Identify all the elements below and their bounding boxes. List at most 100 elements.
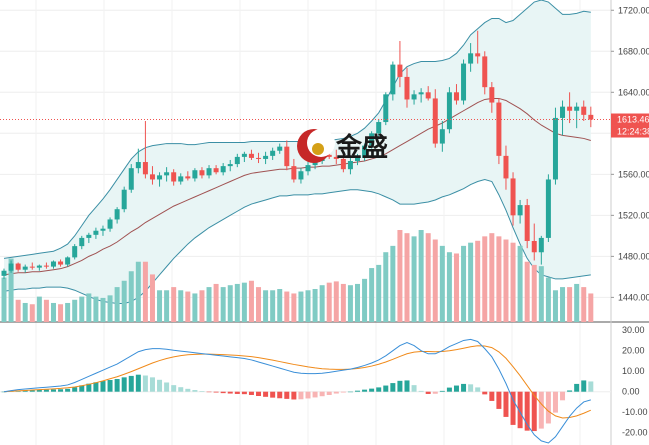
macd-histogram-bar — [333, 391, 339, 394]
candle-body — [397, 64, 403, 77]
candle-body — [510, 178, 516, 216]
time-tag-box — [611, 125, 649, 138]
macd-histogram-bar — [178, 387, 184, 392]
macd-histogram-bar — [560, 391, 566, 401]
volume-bar — [185, 291, 191, 322]
volume-bar — [376, 264, 382, 322]
macd-histogram-bar — [142, 375, 148, 392]
volume-bar — [362, 278, 368, 322]
macd-histogram-bar — [58, 389, 64, 392]
volume-bar — [270, 290, 276, 322]
macd-histogram-bar — [355, 390, 360, 392]
candle-body — [178, 176, 184, 182]
candle-body — [43, 265, 49, 267]
macd-tick-label: 30.00 — [622, 325, 645, 335]
volume-bar — [369, 268, 375, 322]
candle-body — [107, 219, 113, 229]
volume-bar — [256, 287, 262, 322]
volume-bar — [425, 233, 431, 322]
volume-bar — [517, 245, 523, 322]
volume-bar — [581, 287, 587, 322]
price-axis: 1720.001680.001640.001600.001560.001520.… — [611, 5, 649, 438]
candle-body — [489, 87, 495, 103]
candle-body — [164, 172, 170, 176]
volume-bars — [1, 230, 594, 322]
volume-bar — [248, 280, 254, 322]
candle-body — [270, 150, 276, 156]
candle-body — [567, 106, 573, 111]
volume-bar — [340, 283, 346, 322]
volume-bar — [319, 285, 325, 322]
macd-histogram-bar — [227, 391, 233, 394]
candle-body — [404, 76, 410, 100]
volume-bar — [545, 277, 551, 322]
candle-body — [248, 153, 254, 158]
macd-histogram-bar — [121, 377, 127, 392]
macd-histogram-bar — [149, 377, 155, 392]
macd-histogram-bar — [284, 391, 290, 399]
candle-body — [234, 156, 240, 165]
macd-histogram-bar — [439, 390, 445, 392]
macd-histogram-bar — [234, 391, 240, 394]
macd-tick-label: 20.00 — [622, 346, 645, 356]
macd-histogram-bar — [475, 387, 481, 392]
macd-histogram-bar — [86, 383, 92, 392]
macd-histogram-bar — [114, 378, 120, 392]
macd-histogram-bar — [241, 391, 247, 395]
volume-bar — [178, 290, 184, 322]
macd-histogram-bar — [256, 391, 262, 397]
candle-body — [531, 240, 537, 253]
volume-bar — [333, 281, 339, 322]
volume-bar — [72, 299, 78, 322]
volume-bar — [468, 242, 474, 322]
candle-body — [50, 261, 56, 267]
candle-body — [411, 94, 417, 100]
candle-body — [284, 146, 290, 167]
volume-bar — [461, 245, 467, 322]
candle-body — [538, 237, 544, 253]
macd-histogram-bar — [531, 391, 537, 432]
volume-bar — [263, 290, 269, 322]
volume-bar — [29, 304, 35, 322]
macd-histogram-bar — [107, 380, 113, 392]
volume-bar — [298, 291, 304, 322]
candle-body — [468, 53, 474, 64]
volume-bar — [58, 304, 64, 322]
candle-body — [227, 164, 233, 167]
macd-histogram-bar — [1, 391, 7, 393]
volume-bar — [15, 299, 21, 322]
volume-bar — [50, 302, 56, 322]
macd-histogram-bar — [93, 382, 99, 392]
candle-body — [581, 106, 587, 115]
candle-body — [86, 234, 92, 238]
volume-bar — [432, 239, 438, 322]
candle-body — [15, 263, 21, 270]
candle-body — [298, 171, 304, 180]
volume-bar — [107, 295, 113, 322]
candlesticks — [0, 30, 611, 279]
price-tick-label: 1640.00 — [618, 87, 649, 97]
macd-histogram-bar — [588, 381, 594, 392]
macd-histogram-bar — [171, 385, 177, 392]
macd-histogram-bar — [213, 391, 219, 393]
volume-bar — [86, 293, 92, 322]
volume-bar — [213, 283, 219, 322]
volume-bar — [510, 242, 516, 322]
volume-bar — [482, 236, 488, 322]
candle-body — [496, 102, 502, 156]
candle-body — [199, 170, 205, 176]
candle-body — [65, 257, 71, 265]
volume-bar — [305, 290, 311, 322]
volume-bar — [538, 266, 544, 322]
macd-histogram-bar — [461, 383, 467, 392]
volume-bar — [284, 291, 290, 322]
macd-histogram-bar — [503, 391, 509, 417]
price-tick-label: 1440.00 — [618, 292, 649, 302]
volume-bar — [567, 287, 573, 322]
volume-bar — [560, 287, 566, 322]
candle-body — [29, 266, 35, 268]
macd-histogram-bar — [79, 385, 85, 392]
macd-histogram-bar — [446, 387, 452, 392]
macd-histogram-bar — [291, 391, 297, 400]
